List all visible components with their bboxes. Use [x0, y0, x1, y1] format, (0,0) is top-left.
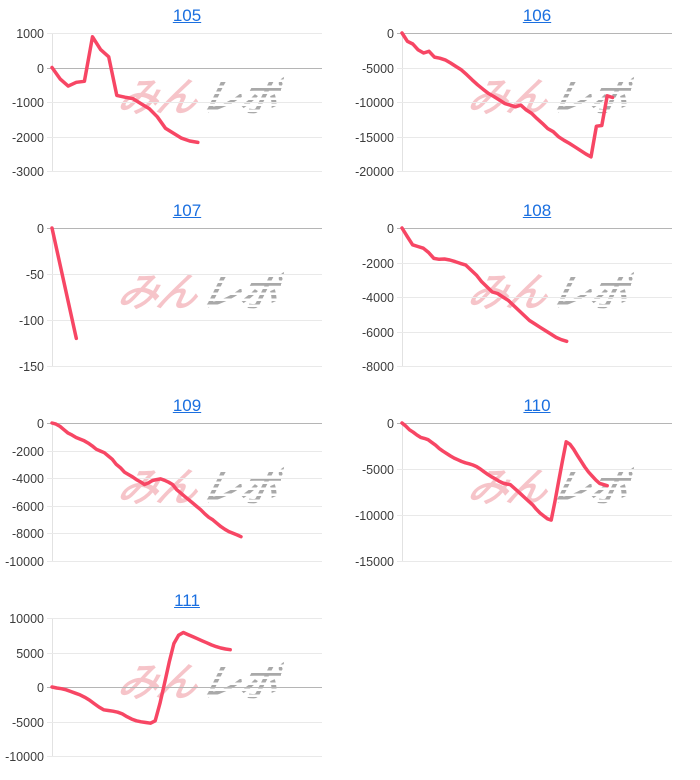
- chart-link-108[interactable]: 108: [522, 201, 552, 220]
- series-line: [400, 226, 569, 344]
- chart-link-107[interactable]: 107: [172, 201, 202, 220]
- chart-plot-109: みんレポ 0 -2000 -4000 -6000 -8000 -10000: [0, 418, 350, 578]
- series-line: [400, 421, 609, 522]
- tick-label: 5000: [16, 647, 44, 661]
- chart-plot-111: みんレポ 10000 5000 0 -5000 -10000: [0, 613, 350, 773]
- tick-label: -10000: [5, 555, 44, 569]
- chart-cell-108: 108 みんレポ 0 -2000 -4000 -6000 -8000: [350, 195, 700, 390]
- chart-cell-111: 111 みんレポ 10000 5000 0 -5000 -10000: [0, 585, 350, 780]
- tick-label: 0: [387, 418, 394, 431]
- chart-cell-106: 106 みんレポ 0 -5000 -10000 -15000 -20000: [350, 0, 700, 195]
- chart-canvas-108: 0 -2000 -4000 -6000 -8000: [362, 223, 672, 374]
- chart-link-109[interactable]: 109: [172, 396, 202, 415]
- tick-label: -5000: [362, 62, 394, 76]
- chart-plot-107: みんレポ 0 -50 -100 -150: [0, 223, 350, 383]
- tick-label: -15000: [355, 555, 394, 569]
- tick-label: -10000: [5, 750, 44, 764]
- series-line: [50, 630, 232, 725]
- tick-label: -4000: [362, 291, 394, 305]
- tick-label: -10000: [355, 96, 394, 110]
- tick-label: -2000: [12, 131, 44, 145]
- chart-plot-105: みんレポ 1000 0 -1000 -2000 -3000: [0, 28, 350, 188]
- tick-label: -8000: [12, 527, 44, 541]
- tick-label: -1000: [12, 96, 44, 110]
- series-line: [50, 35, 200, 145]
- tick-label: 0: [387, 28, 394, 41]
- series-line: [50, 421, 243, 539]
- tick-label: -20000: [355, 165, 394, 179]
- chart-canvas-106: 0 -5000 -10000 -15000 -20000: [355, 28, 672, 179]
- tick-label: -5000: [362, 463, 394, 477]
- tick-label: -2000: [362, 257, 394, 271]
- tick-label: -100: [19, 314, 44, 328]
- chart-cell-109: 109 みんレポ 0 -2000 -4000 -6000 -8000 -10000: [0, 390, 350, 585]
- chart-plot-110: みんレポ 0 -5000 -10000 -15000: [350, 418, 700, 578]
- chart-canvas-110: 0 -5000 -10000 -15000: [355, 418, 672, 569]
- tick-label: -8000: [362, 360, 394, 374]
- chart-cell-110: 110 みんレポ 0 -5000 -10000 -15000: [350, 390, 700, 585]
- chart-plot-106: みんレポ 0 -5000 -10000 -15000 -20000: [350, 28, 700, 188]
- tick-label: -50: [26, 268, 44, 282]
- tick-label: 0: [37, 223, 44, 236]
- tick-label: 0: [37, 418, 44, 431]
- tick-label: -15000: [355, 131, 394, 145]
- tick-label: 1000: [16, 28, 44, 41]
- chart-link-111[interactable]: 111: [174, 591, 200, 610]
- tick-label: 0: [37, 681, 44, 695]
- tick-label: -6000: [12, 500, 44, 514]
- tick-label: -150: [19, 360, 44, 374]
- tick-label: -3000: [12, 165, 44, 179]
- chart-cell-107: 107 みんレポ 0 -50 -100 -150: [0, 195, 350, 390]
- tick-label: 0: [37, 62, 44, 76]
- chart-link-110[interactable]: 110: [523, 396, 551, 415]
- series-line: [400, 31, 615, 159]
- chart-canvas-109: 0 -2000 -4000 -6000 -8000 -10000: [5, 418, 322, 569]
- chart-canvas-105: 1000 0 -1000 -2000 -3000: [12, 28, 322, 179]
- chart-canvas-107: 0 -50 -100 -150: [19, 223, 322, 374]
- chart-link-105[interactable]: 105: [172, 6, 202, 25]
- chart-plot-108: みんレポ 0 -2000 -4000 -6000 -8000: [350, 223, 700, 383]
- chart-canvas-111: 10000 5000 0 -5000 -10000: [5, 613, 322, 764]
- tick-label: 10000: [9, 613, 44, 626]
- tick-label: -4000: [12, 472, 44, 486]
- empty-cell: [350, 585, 700, 780]
- tick-label: -5000: [12, 716, 44, 730]
- chart-cell-105: 105 みんレポ 1000 0 -1000 -2000 -3000: [0, 0, 350, 195]
- tick-label: -2000: [12, 445, 44, 459]
- tick-label: 0: [387, 223, 394, 236]
- chart-link-106[interactable]: 106: [522, 6, 552, 25]
- series-line: [50, 226, 79, 341]
- tick-label: -10000: [355, 509, 394, 523]
- tick-label: -6000: [362, 326, 394, 340]
